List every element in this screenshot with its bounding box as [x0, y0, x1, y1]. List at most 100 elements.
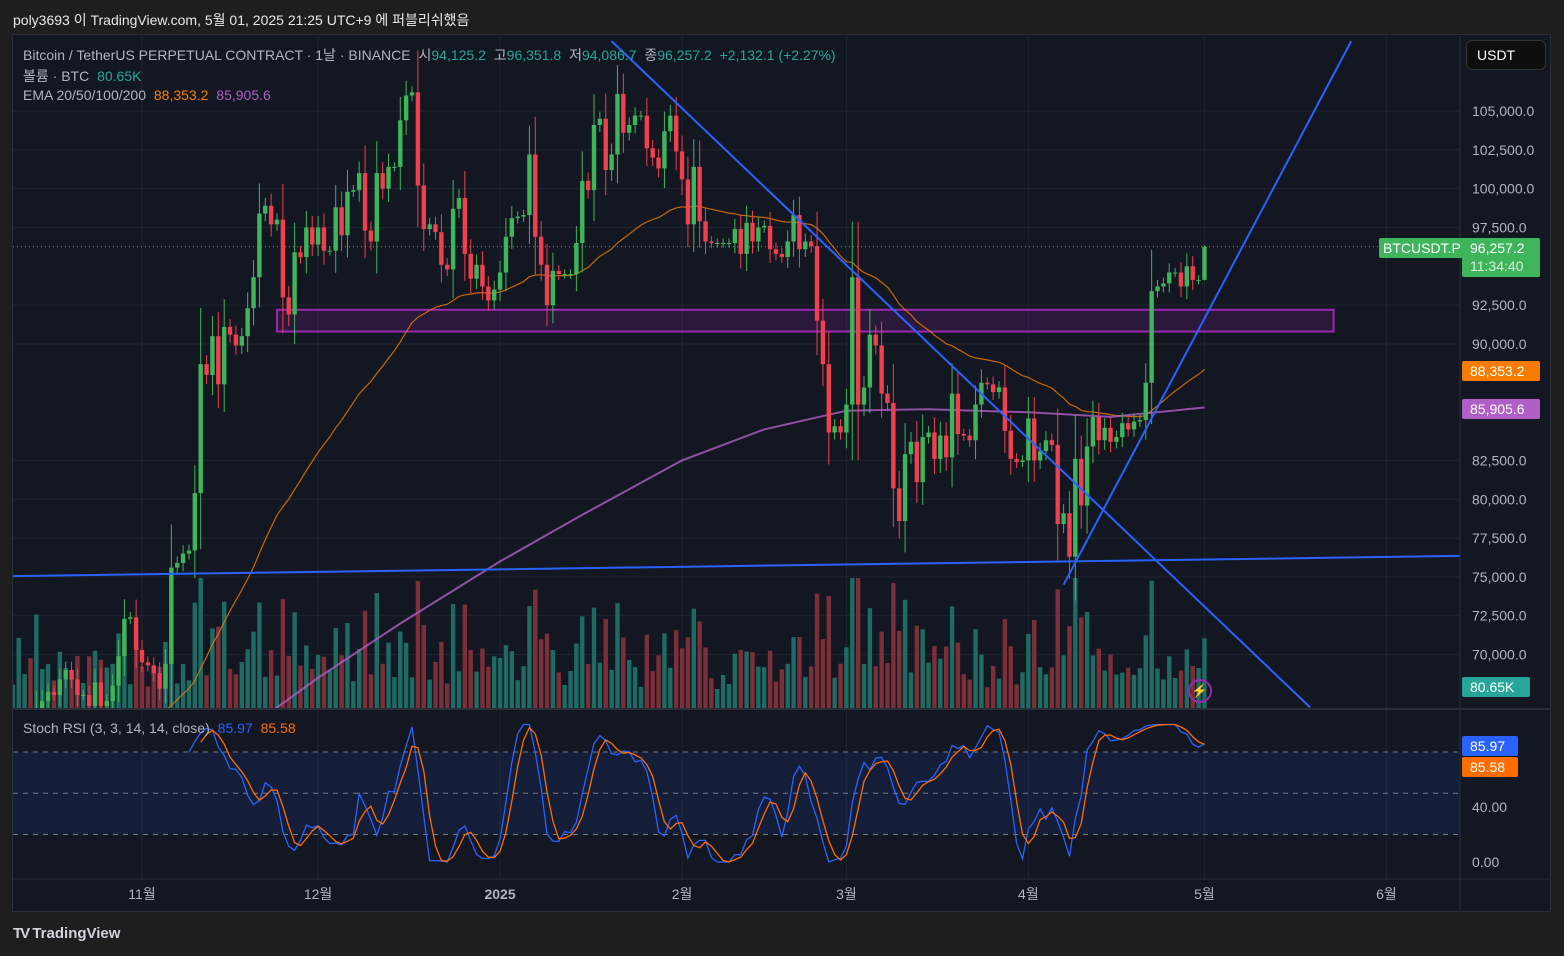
chart-frame[interactable]: [12, 34, 1551, 912]
candle-body: [685, 179, 691, 225]
ema-b-line: [274, 406, 1205, 708]
low-value: 94,086.7: [581, 47, 637, 63]
grid: [13, 36, 1460, 878]
symbol-title[interactable]: Bitcoin / TetherUS PERPETUAL CONTRACT · …: [23, 47, 411, 63]
candle-body: [227, 326, 233, 335]
stoch-rsi-pane: [13, 723, 1460, 863]
candle-body: [1055, 444, 1060, 525]
candle-body: [204, 364, 209, 376]
stoch-legend[interactable]: Stoch RSI (3, 3, 14, 14, close) 85.97 85…: [23, 720, 300, 736]
volume-bar: [691, 608, 696, 708]
ema-lines: [167, 205, 1205, 708]
ema-legend[interactable]: EMA 20/50/100/200 88,353.2 85,905.6: [23, 87, 275, 103]
volume-bar: [521, 666, 526, 708]
candle-body: [803, 241, 808, 250]
volume-bar: [315, 655, 321, 708]
candle-body: [439, 232, 444, 265]
volume-bar: [474, 671, 479, 708]
candle-body: [691, 166, 696, 225]
trendlines[interactable]: [13, 40, 1516, 708]
candle-body: [503, 236, 509, 273]
volume-bar: [767, 650, 773, 708]
volume-bar: [298, 665, 303, 708]
ema-label: EMA 20/50/100/200: [23, 87, 146, 103]
volume-bar: [210, 628, 215, 708]
volume-bar: [580, 616, 585, 708]
volume-bar: [867, 608, 873, 708]
y-tick-label: 90,000.0: [1472, 336, 1527, 352]
volume-bar: [310, 669, 315, 708]
volume-bar: [1155, 668, 1160, 708]
x-tick-label: 5월: [1194, 886, 1215, 902]
x-tick-label: 6월: [1376, 886, 1397, 902]
candle-body: [310, 227, 315, 245]
volume-bar: [345, 623, 350, 708]
volume-bar: [885, 663, 890, 708]
support-zone[interactable]: [276, 308, 1335, 333]
candle-body: [445, 264, 450, 270]
candle-body: [403, 95, 409, 121]
ema-b-tag: 85,905.6: [1462, 399, 1540, 419]
alert-bolt-icon[interactable]: ⚡: [1188, 679, 1212, 703]
candle-body: [1096, 416, 1102, 441]
volume-bar: [280, 599, 286, 708]
volume-bar: [1079, 617, 1084, 708]
y-tick-label: 77,500.0: [1472, 530, 1527, 546]
candle-body: [75, 679, 80, 695]
y-tick-label: 92,500.0: [1472, 297, 1527, 313]
candle-body: [298, 252, 303, 257]
candle-body: [1131, 421, 1137, 430]
volume-bar: [1108, 654, 1113, 708]
candle-body: [169, 567, 174, 664]
volume-bar: [891, 583, 896, 708]
candle-body: [762, 225, 767, 228]
candle-body: [468, 253, 473, 279]
volume-bar: [556, 672, 561, 708]
volume-bar: [221, 601, 227, 708]
candle-body: [932, 432, 937, 459]
candle-body: [1037, 451, 1043, 461]
volume-bar: [814, 593, 820, 708]
candle-body: [268, 205, 274, 225]
candle-body: [351, 190, 356, 192]
volume-bar: [679, 648, 685, 708]
last-price-tag: 96,257.2 11:34:40: [1462, 238, 1540, 277]
volume-bar: [1137, 668, 1143, 708]
y-tick-label: 80,000.0: [1472, 491, 1527, 507]
candle-body: [585, 180, 591, 191]
candle-body: [492, 289, 497, 301]
volume-bar: [961, 674, 966, 708]
candle-body: [1120, 423, 1125, 438]
volume-bar: [621, 637, 626, 708]
volume-bar: [1067, 626, 1072, 708]
volume-bar: [1073, 578, 1078, 708]
currency-button[interactable]: USDT: [1466, 40, 1546, 70]
candle-body: [186, 550, 192, 554]
volume-bar: [844, 647, 849, 708]
volume-bar: [609, 669, 614, 708]
candle-body: [1167, 272, 1172, 284]
volume-bar: [22, 674, 27, 708]
volume-bar: [920, 629, 925, 708]
candle-body: [943, 435, 949, 458]
open-label: 시: [418, 47, 432, 63]
candle-body: [175, 562, 180, 568]
volume-bar: [368, 674, 374, 708]
candle-body: [98, 682, 104, 706]
volume-bar: [356, 649, 362, 708]
symbol-legend: Bitcoin / TetherUS PERPETUAL CONTRACT · …: [23, 45, 840, 65]
candle-body: [820, 320, 826, 365]
candle-body: [151, 665, 156, 674]
volume-bar: [1061, 655, 1066, 708]
volume-bar: [362, 610, 368, 708]
candle-body: [128, 617, 133, 619]
volume-bar: [726, 684, 732, 708]
volume-bar: [128, 684, 133, 708]
candle-body: [239, 336, 244, 346]
volume-legend[interactable]: 볼륨 · BTC 80.65K: [23, 66, 145, 86]
candle-body: [1043, 440, 1049, 452]
candle-body: [1196, 279, 1201, 281]
volume-bar: [1172, 678, 1178, 708]
volume-bar: [28, 658, 33, 708]
